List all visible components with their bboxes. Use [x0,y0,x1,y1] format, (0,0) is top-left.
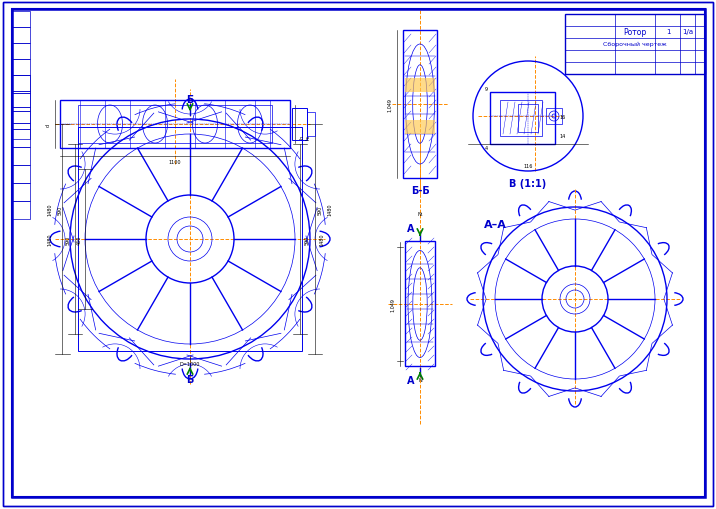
Bar [78,106,272,144]
Bar [307,113,315,137]
Bar [12,165,30,184]
Text: 1: 1 [666,29,670,35]
Text: Б: Б [186,95,194,105]
Bar [12,94,30,112]
Text: h₁: h₁ [306,134,311,139]
Text: 590: 590 [304,235,309,244]
Bar [12,60,30,76]
Bar [12,92,30,108]
Bar [405,242,435,366]
Bar [565,15,705,75]
Text: 590: 590 [57,205,62,214]
Text: N₁: N₁ [417,212,423,217]
Bar [60,101,290,149]
Text: А: А [407,375,415,385]
Bar [405,121,435,135]
Text: 1,049: 1,049 [387,98,392,111]
Text: Б: Б [186,374,194,384]
Bar [490,93,555,145]
Bar [12,76,30,94]
Text: 116: 116 [523,164,533,169]
Text: 1/a: 1/a [682,29,694,35]
Text: 9: 9 [485,87,488,91]
Text: N: N [418,378,422,383]
Text: 1480: 1480 [327,204,332,216]
Bar [518,105,538,133]
Text: 4: 4 [485,146,488,151]
Text: А: А [407,223,415,234]
Text: h: h [299,135,304,138]
Bar [12,44,30,60]
Text: 590: 590 [65,235,70,244]
Text: В (1:1): В (1:1) [509,179,546,189]
Bar [546,109,562,125]
Bar [78,128,302,351]
Bar [12,112,30,130]
Text: Б-Б: Б-Б [410,186,430,195]
Bar [12,76,30,92]
Text: 1480: 1480 [319,233,324,246]
Bar [12,130,30,148]
Bar [292,109,307,140]
Text: Ротор: Ротор [624,27,647,37]
Text: 14: 14 [560,134,566,139]
Bar [12,202,30,219]
Text: 460: 460 [77,235,82,244]
Text: 1480: 1480 [47,204,52,216]
Bar [403,31,437,179]
Bar [12,124,30,140]
Text: А–А: А–А [483,219,506,230]
Text: d: d [46,123,51,126]
Text: 590: 590 [317,205,322,214]
Bar [12,12,30,28]
Bar [12,148,30,165]
Text: 1100: 1100 [169,160,181,165]
Bar [12,28,30,44]
Bar [12,184,30,202]
Text: 1480: 1480 [47,233,52,246]
Bar [12,108,30,124]
Text: 16: 16 [560,115,566,119]
Text: Сборочный чертеж: Сборочный чертеж [603,41,667,46]
Bar [405,79,435,93]
Text: D=1000: D=1000 [180,362,200,367]
Bar [500,101,542,137]
Text: 1,049: 1,049 [390,297,395,312]
